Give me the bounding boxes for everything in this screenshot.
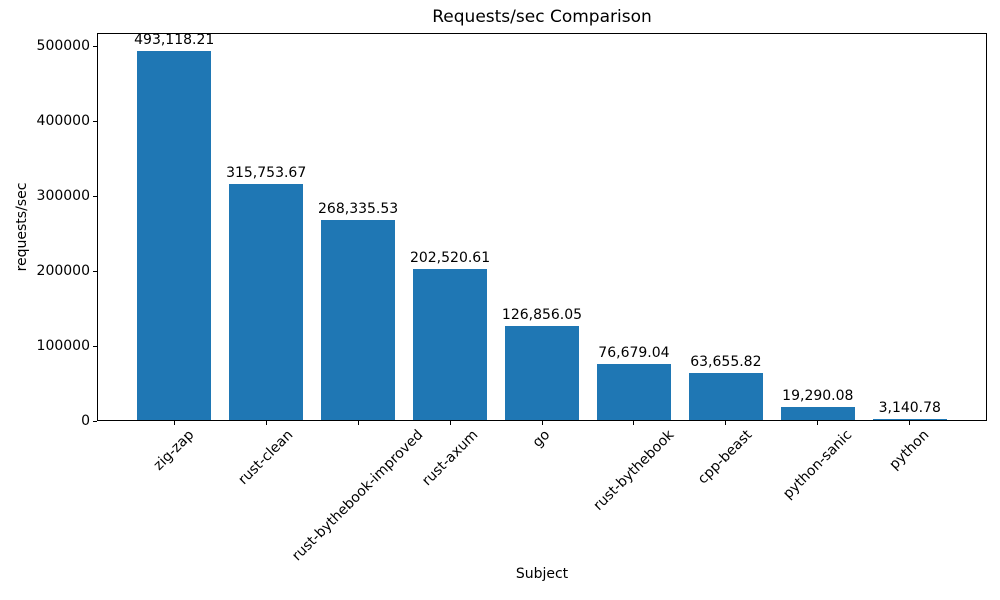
bar-value-label: 126,856.05 [501, 306, 583, 323]
bar-value-label: 315,753.67 [226, 165, 307, 182]
bar [137, 51, 211, 421]
y-tick-label: 500000 [36, 38, 90, 55]
bar [321, 219, 395, 421]
x-tick-mark [725, 421, 727, 425]
bar [505, 325, 579, 421]
bar [781, 406, 855, 421]
x-tick-mark [909, 421, 911, 425]
x-axis-label: Subject [515, 566, 569, 582]
bar [872, 418, 947, 421]
x-tick-mark [817, 421, 819, 425]
x-tick-label: go [529, 427, 554, 451]
bar-value-label: 63,655.82 [690, 354, 762, 371]
y-tick-mark [93, 195, 97, 197]
y-tick-mark [93, 345, 97, 347]
x-tick-label: rust-axum [418, 427, 481, 490]
bar-value-label: 3,140.78 [878, 399, 941, 416]
y-tick-label: 300000 [36, 188, 90, 205]
x-tick-mark [265, 421, 267, 425]
bar-value-label: 493,118.21 [134, 32, 215, 49]
bar-value-label: 19,290.08 [782, 387, 854, 404]
x-tick-label: rust-bythebook [590, 427, 678, 514]
x-tick-mark [357, 421, 359, 425]
bar [597, 363, 671, 421]
y-tick-label: 200000 [36, 263, 90, 280]
y-tick-mark [93, 120, 97, 122]
bar-value-label: 76,679.04 [598, 344, 670, 361]
y-tick-mark [93, 45, 97, 47]
y-tick-mark [93, 420, 97, 422]
bar [689, 373, 763, 421]
x-tick-mark [173, 421, 175, 425]
x-tick-label: cpp-beast [695, 427, 756, 488]
bar-value-label: 268,335.53 [318, 200, 399, 217]
x-tick-mark [541, 421, 543, 425]
x-tick-mark [633, 421, 635, 425]
x-tick-label: rust-clean [235, 427, 297, 488]
x-tick-label: python-sanic [779, 427, 855, 503]
y-tick-label: 100000 [36, 338, 90, 355]
bar [229, 184, 303, 421]
x-tick-label: zig-zap [150, 427, 198, 474]
bar [413, 269, 487, 421]
y-tick-mark [93, 270, 97, 272]
y-tick-label: 0 [81, 413, 90, 429]
x-tick-label: python [886, 427, 933, 473]
bar-value-label: 202,520.61 [409, 250, 491, 267]
chart-title: Requests/sec Comparison [432, 7, 652, 27]
y-tick-label: 400000 [36, 113, 90, 130]
x-tick-mark [449, 421, 451, 425]
x-tick-label: rust-bythebook-improved [289, 427, 427, 565]
